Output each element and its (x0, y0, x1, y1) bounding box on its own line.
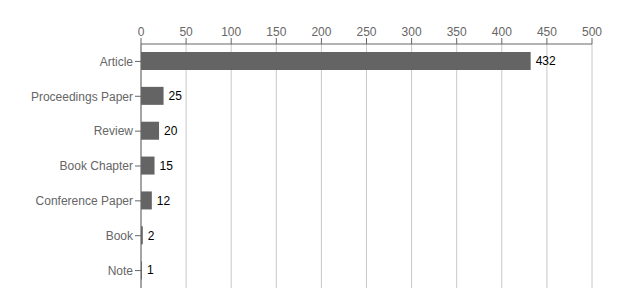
svg-text:50: 50 (179, 25, 193, 39)
svg-text:Review: Review (94, 124, 134, 138)
svg-text:350: 350 (447, 25, 467, 39)
svg-text:12: 12 (157, 194, 171, 208)
svg-text:Proceedings Paper: Proceedings Paper (31, 90, 133, 104)
svg-text:2: 2 (148, 229, 155, 243)
svg-text:100: 100 (221, 25, 241, 39)
svg-text:400: 400 (492, 25, 512, 39)
svg-text:250: 250 (356, 25, 376, 39)
svg-text:200: 200 (311, 25, 331, 39)
svg-text:0: 0 (138, 25, 145, 39)
svg-text:500: 500 (582, 25, 602, 39)
svg-text:432: 432 (536, 54, 556, 68)
svg-text:Article: Article (100, 55, 134, 69)
svg-text:25: 25 (169, 89, 183, 103)
svg-text:150: 150 (266, 25, 286, 39)
svg-text:Note: Note (108, 264, 134, 278)
svg-text:Conference Paper: Conference Paper (36, 194, 133, 208)
svg-text:300: 300 (402, 25, 422, 39)
svg-text:450: 450 (537, 25, 557, 39)
svg-text:Book: Book (106, 229, 134, 243)
svg-text:15: 15 (160, 159, 174, 173)
svg-text:Book Chapter: Book Chapter (60, 159, 133, 173)
svg-text:20: 20 (164, 124, 178, 138)
svg-text:1: 1 (147, 263, 154, 277)
